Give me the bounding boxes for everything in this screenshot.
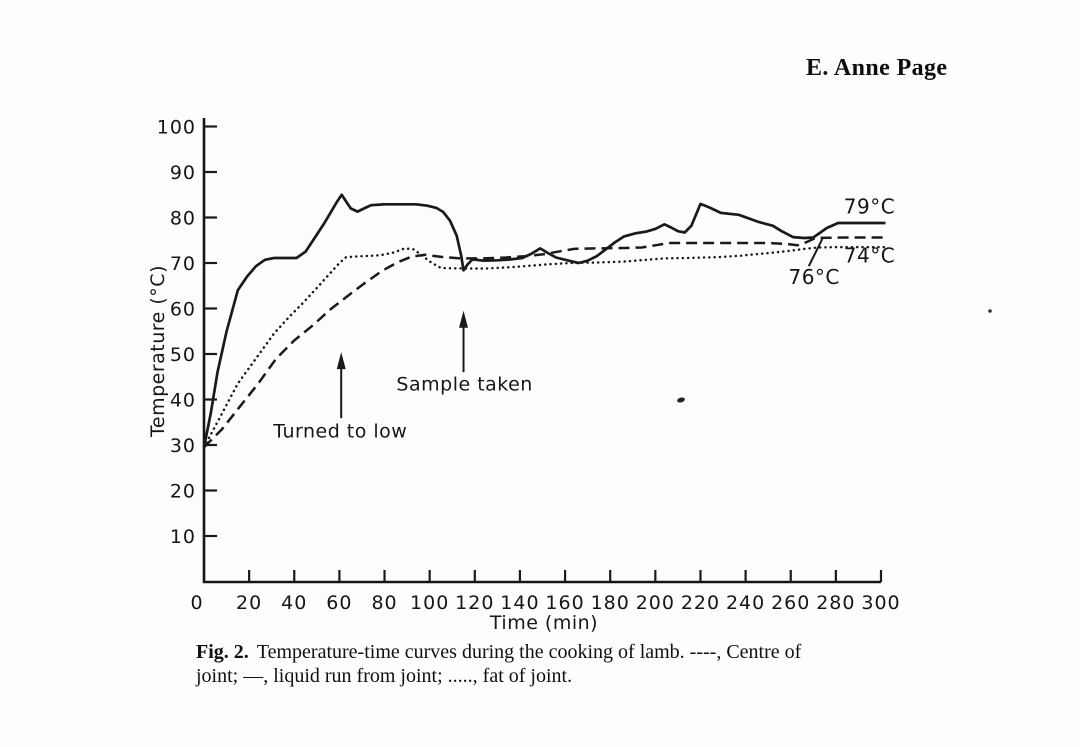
y-tick-label: 20 [170, 481, 196, 503]
x-tick-label: 260 [771, 592, 810, 614]
y-axis-title: Temperature (°C) [147, 265, 169, 438]
curve-fat-of-joint [202, 245, 887, 449]
figure-caption: Fig. 2. Temperature-time curves during th… [196, 640, 896, 689]
x-tick-label: 120 [455, 592, 494, 614]
x-tick-label: 20 [236, 592, 262, 614]
x-tick-label: 180 [591, 592, 630, 614]
end-label-centre-of-joint: 76°C [788, 265, 839, 289]
x-tick-label: 100 [410, 592, 449, 614]
y-tick-label: 70 [170, 253, 196, 275]
y-tick-label: 80 [170, 208, 196, 230]
annotation-arrowhead-1 [459, 310, 469, 328]
temperature-time-chart: Temperature (°C) Time (min) 0 20 40 60 80 100… [147, 117, 992, 634]
annotation-arrowhead-0 [336, 352, 346, 370]
x-tick-label: 240 [726, 592, 765, 614]
curve-liquid-run-from-joint [202, 193, 886, 448]
caption-line-2: joint; —, liquid run from joint; ....., … [196, 664, 896, 688]
end-label-leader-centre-of-joint [807, 238, 824, 267]
page-author-heading: E. Anne Page [806, 55, 948, 81]
x-tick-label: 0 [190, 592, 203, 614]
figure-number: Fig. 2. [196, 641, 249, 663]
y-tick-label: 60 [170, 299, 196, 321]
y-tick-label: 10 [170, 526, 196, 548]
y-tick-label: 90 [170, 162, 196, 184]
x-tick-label: 140 [500, 592, 539, 614]
x-axis-title: Time (min) [489, 612, 598, 634]
x-tick-label: 160 [545, 592, 584, 614]
annotation-text-0: Turned to low [272, 421, 407, 443]
x-tick-label: 300 [861, 592, 900, 614]
x-tick-label: 60 [326, 592, 352, 614]
caption-line-1: Fig. 2. Temperature-time curves during th… [196, 640, 896, 664]
curve-centre-of-joint [203, 236, 886, 449]
x-tick-label: 280 [816, 592, 855, 614]
caption-text-1: Temperature-time curves during the cooki… [256, 641, 802, 663]
x-tick-label: 220 [681, 592, 720, 614]
y-tick-label: 50 [170, 344, 196, 366]
x-tick-label: 200 [636, 592, 675, 614]
x-tick-label: 40 [281, 592, 307, 614]
end-label-liquid-run-from-joint: 79°C [844, 194, 895, 218]
ink-speck [677, 397, 685, 403]
y-tick-label: 40 [170, 390, 196, 412]
x-tick-label: 80 [371, 592, 397, 614]
annotation-text-1: Sample taken [396, 373, 532, 395]
caption-text-2: joint; —, liquid run from joint; ....., … [196, 665, 573, 688]
ink-speck [988, 309, 992, 313]
y-tick-label: 30 [170, 435, 196, 457]
end-label-fat-of-joint: 74°C [844, 244, 895, 268]
y-tick-label: 100 [157, 117, 196, 139]
chart-plot-area: 0 20 40 60 80 100 120 140 160 180 200 220 240 260 280 3… [157, 117, 900, 615]
